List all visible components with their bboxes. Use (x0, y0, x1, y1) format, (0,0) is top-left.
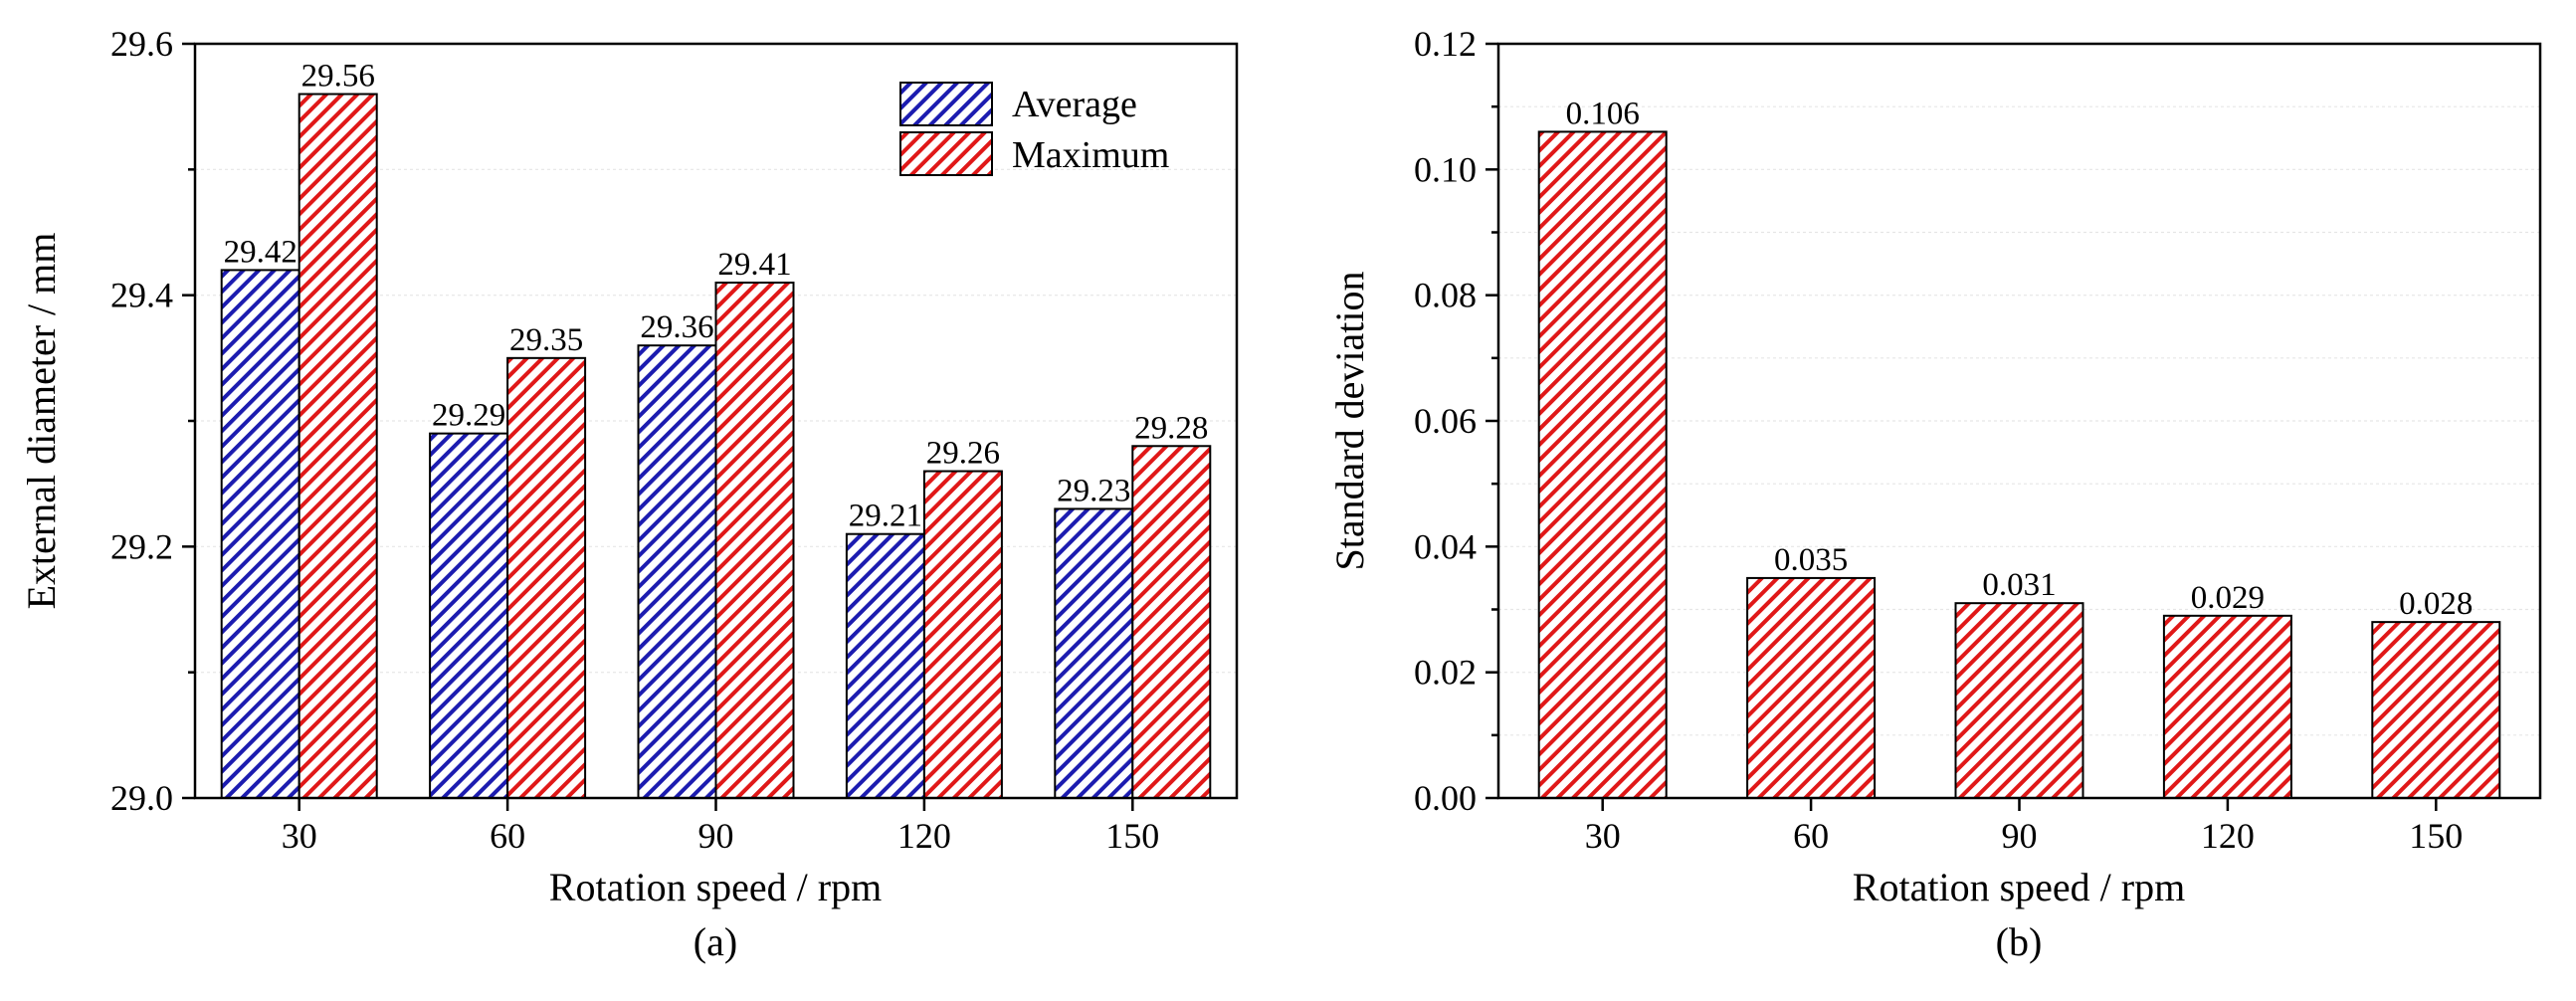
chart-b-y-tick-label: 0.02 (1414, 653, 1477, 693)
chart-b-data-label: 0.031 (1982, 567, 2056, 603)
chart-b-y-tick-label: 0.04 (1414, 526, 1477, 566)
chart-b-data-label: 0.029 (2191, 580, 2265, 616)
chart-a-data-label: 29.56 (301, 59, 375, 95)
chart-b-data-label: 0.035 (1774, 542, 1848, 578)
chart-a-data-labels: 29.42 29.29 29.36 29.21 29.23 29.56 29.35 29.41… (224, 59, 1209, 534)
chart-a-bar-maximum (922, 470, 1003, 799)
chart-a-bar-average (429, 432, 509, 799)
chart-b-y-tick-label: 0.08 (1414, 276, 1477, 315)
chart-a-bar-maximum (1131, 445, 1212, 799)
chart-a-y-tick-label: 29.6 (110, 24, 173, 64)
chart-b-x-tick-label: 120 (2201, 816, 2255, 856)
chart-a: 29.4229.2929.3629.2129.2329.5629.3529.41… (19, 24, 1239, 964)
chart-a-x-axis-title: Rotation speed / rpm (549, 865, 882, 909)
chart-b-bar-standard-deviation (1954, 602, 2084, 800)
chart-a-data-label: 29.29 (432, 398, 505, 434)
chart-b-grid (1498, 105, 2540, 736)
chart-a-x-tick-label: 150 (1105, 816, 1159, 856)
chart-a-data-label: 29.41 (717, 247, 791, 283)
chart-b-data-labels: 0.106 0.035 0.031 0.029 0.028 (1566, 96, 2474, 622)
chart-a-bar-maximum (297, 93, 378, 800)
chart-b-bar-standard-deviation (1746, 576, 1877, 800)
chart-b-y-tick-label: 0.10 (1414, 149, 1477, 189)
chart-a-y-axis-title: External diameter / mm (19, 233, 64, 610)
chart-a-y-tick-label: 29.2 (110, 526, 173, 566)
chart-b-x-ticks: 30 60 90 120 150 (1585, 798, 2463, 856)
chart-a-y-ticks: 29.0 29.2 29.4 29.6 (110, 24, 195, 818)
chart-b-x-tick-label: 60 (1793, 816, 1829, 856)
chart-a-bar-average (637, 344, 717, 799)
chart-a-bar-average (1054, 507, 1134, 799)
chart-a-x-tick-label: 60 (490, 816, 525, 856)
chart-a-bar-average (845, 532, 925, 799)
chart-a-data-label: 29.35 (509, 322, 583, 358)
chart-b-x-axis-title: Rotation speed / rpm (1853, 865, 2185, 909)
chart-b-y-tick-label: 0.00 (1414, 778, 1477, 818)
chart-a-x-tick-label: 120 (897, 816, 951, 856)
chart-a-data-label: 29.26 (926, 436, 1000, 472)
chart-b-bars (1537, 130, 2501, 800)
chart-a-data-label: 29.42 (224, 234, 297, 270)
chart-a-y-tick-label: 29.4 (110, 276, 173, 315)
chart-a-legend: Average Maximum (899, 82, 1169, 176)
chart-b-x-tick-label: 30 (1585, 816, 1621, 856)
chart-a-x-tick-label: 90 (698, 816, 734, 856)
chart-a-x-ticks: 30 60 90 120 150 (282, 798, 1159, 856)
chart-b-x-tick-label: 90 (2002, 816, 2038, 856)
chart-a-bar-average (220, 269, 300, 799)
chart-b-bar-standard-deviation (2162, 614, 2292, 799)
chart-b-x-tick-label: 150 (2409, 816, 2463, 856)
legend-swatch-maximum (899, 131, 993, 176)
chart-b-y-axis-title: Standard deviation (1327, 271, 1372, 570)
chart-a-panel-label: (a) (694, 919, 737, 964)
chart-b-y-ticks: 0.00 0.02 0.04 0.06 0.08 0.10 0.12 (1414, 24, 1498, 818)
chart-a-data-label: 29.23 (1057, 473, 1130, 508)
chart-b-y-tick-label: 0.06 (1414, 401, 1477, 441)
chart-a-y-tick-label: 29.0 (110, 778, 173, 818)
chart-a-data-label: 29.36 (640, 309, 713, 345)
chart-b-data-label: 0.028 (2399, 586, 2473, 622)
chart-a-data-label: 29.28 (1134, 410, 1208, 446)
chart-a-data-label: 29.21 (849, 499, 922, 534)
chart-a-bar-maximum (506, 356, 587, 799)
chart-a-bars (220, 93, 1212, 800)
chart-a-bar-maximum (714, 282, 795, 799)
legend-label-average: Average (1012, 84, 1137, 125)
legend-swatch-average (899, 82, 993, 126)
chart-a-x-tick-label: 30 (282, 816, 317, 856)
chart-b-data-label: 0.106 (1566, 96, 1640, 131)
legend-label-maximum: Maximum (1012, 134, 1169, 176)
chart-b-bar-standard-deviation (2371, 621, 2501, 800)
chart-b-bar-standard-deviation (1537, 130, 1668, 799)
chart-b-panel-label: (b) (1996, 919, 2043, 964)
chart-b-y-tick-label: 0.12 (1414, 24, 1477, 64)
